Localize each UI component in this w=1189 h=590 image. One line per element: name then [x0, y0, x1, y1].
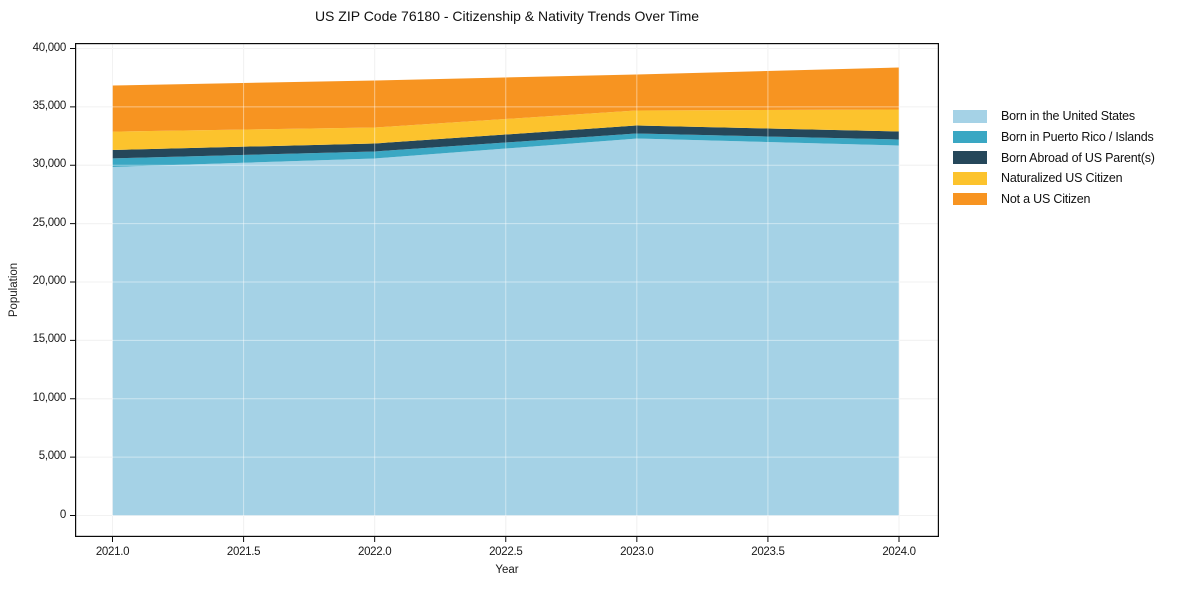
y-tick-label: 30,000 [32, 158, 67, 171]
area-naturalized-us-citizen [112, 109, 899, 150]
legend-label: Not a US Citizen [1001, 192, 1091, 207]
x-tick-label: 2023.5 [751, 546, 785, 558]
area-born-in-puerto-rico-islands [112, 133, 899, 168]
y-tick-label: 40,000 [32, 41, 67, 54]
area-not-a-us-citizen [112, 67, 899, 132]
legend-item-born-in-the-united-states: Born in the United States [953, 106, 1155, 127]
plot-border [75, 43, 939, 537]
y-tick-label: 0 [59, 508, 66, 521]
legend-item-born-abroad-of-us-parent-s: Born Abroad of US Parent(s) [953, 147, 1155, 168]
x-tick-label: 2023.0 [620, 546, 654, 558]
x-tick-label: 2022.0 [357, 546, 392, 558]
y-tick-label: 15,000 [32, 333, 67, 346]
y-tick-label: 35,000 [32, 99, 67, 112]
legend-label: Born in the United States [1001, 109, 1135, 124]
legend-swatch [953, 192, 987, 206]
legend-swatch [953, 110, 987, 123]
plot-area [70, 43, 939, 542]
legend-swatch [953, 151, 987, 164]
y-tick-label: 5,000 [38, 450, 67, 463]
legend-item-not-a-us-citizen: Not a US Citizen [953, 189, 1155, 210]
legend: Born in the United States Born in Puerto … [953, 106, 1155, 209]
area-born-abroad-of-us-parent-s [112, 125, 899, 159]
area-born-in-the-united-states [112, 138, 899, 516]
legend-label: Born in Puerto Rico / Islands [1001, 130, 1154, 145]
legend-swatch [953, 130, 987, 144]
x-tick-label: 2024.0 [882, 546, 916, 558]
chart-title: US ZIP Code 76180 - Citizenship & Nativi… [314, 8, 700, 24]
y-axis-label: Population [8, 262, 20, 318]
y-tick-label: 25,000 [32, 216, 67, 229]
legend-item-naturalized-us-citizen: Naturalized US Citizen [953, 168, 1155, 189]
legend-item-born-in-puerto-rico-islands: Born in Puerto Rico / Islands [953, 127, 1155, 148]
x-tick-label: 2021.5 [226, 546, 261, 558]
stacked-area-chart [70, 43, 939, 542]
y-tick-label: 10,000 [32, 391, 67, 404]
x-axis-label: Year [495, 564, 519, 576]
legend-label: Naturalized US Citizen [1001, 171, 1123, 186]
legend-swatch [953, 172, 987, 185]
legend-label: Born Abroad of US Parent(s) [1001, 150, 1155, 165]
x-tick-label: 2021.0 [95, 546, 130, 558]
x-tick-label: 2022.5 [489, 546, 523, 558]
